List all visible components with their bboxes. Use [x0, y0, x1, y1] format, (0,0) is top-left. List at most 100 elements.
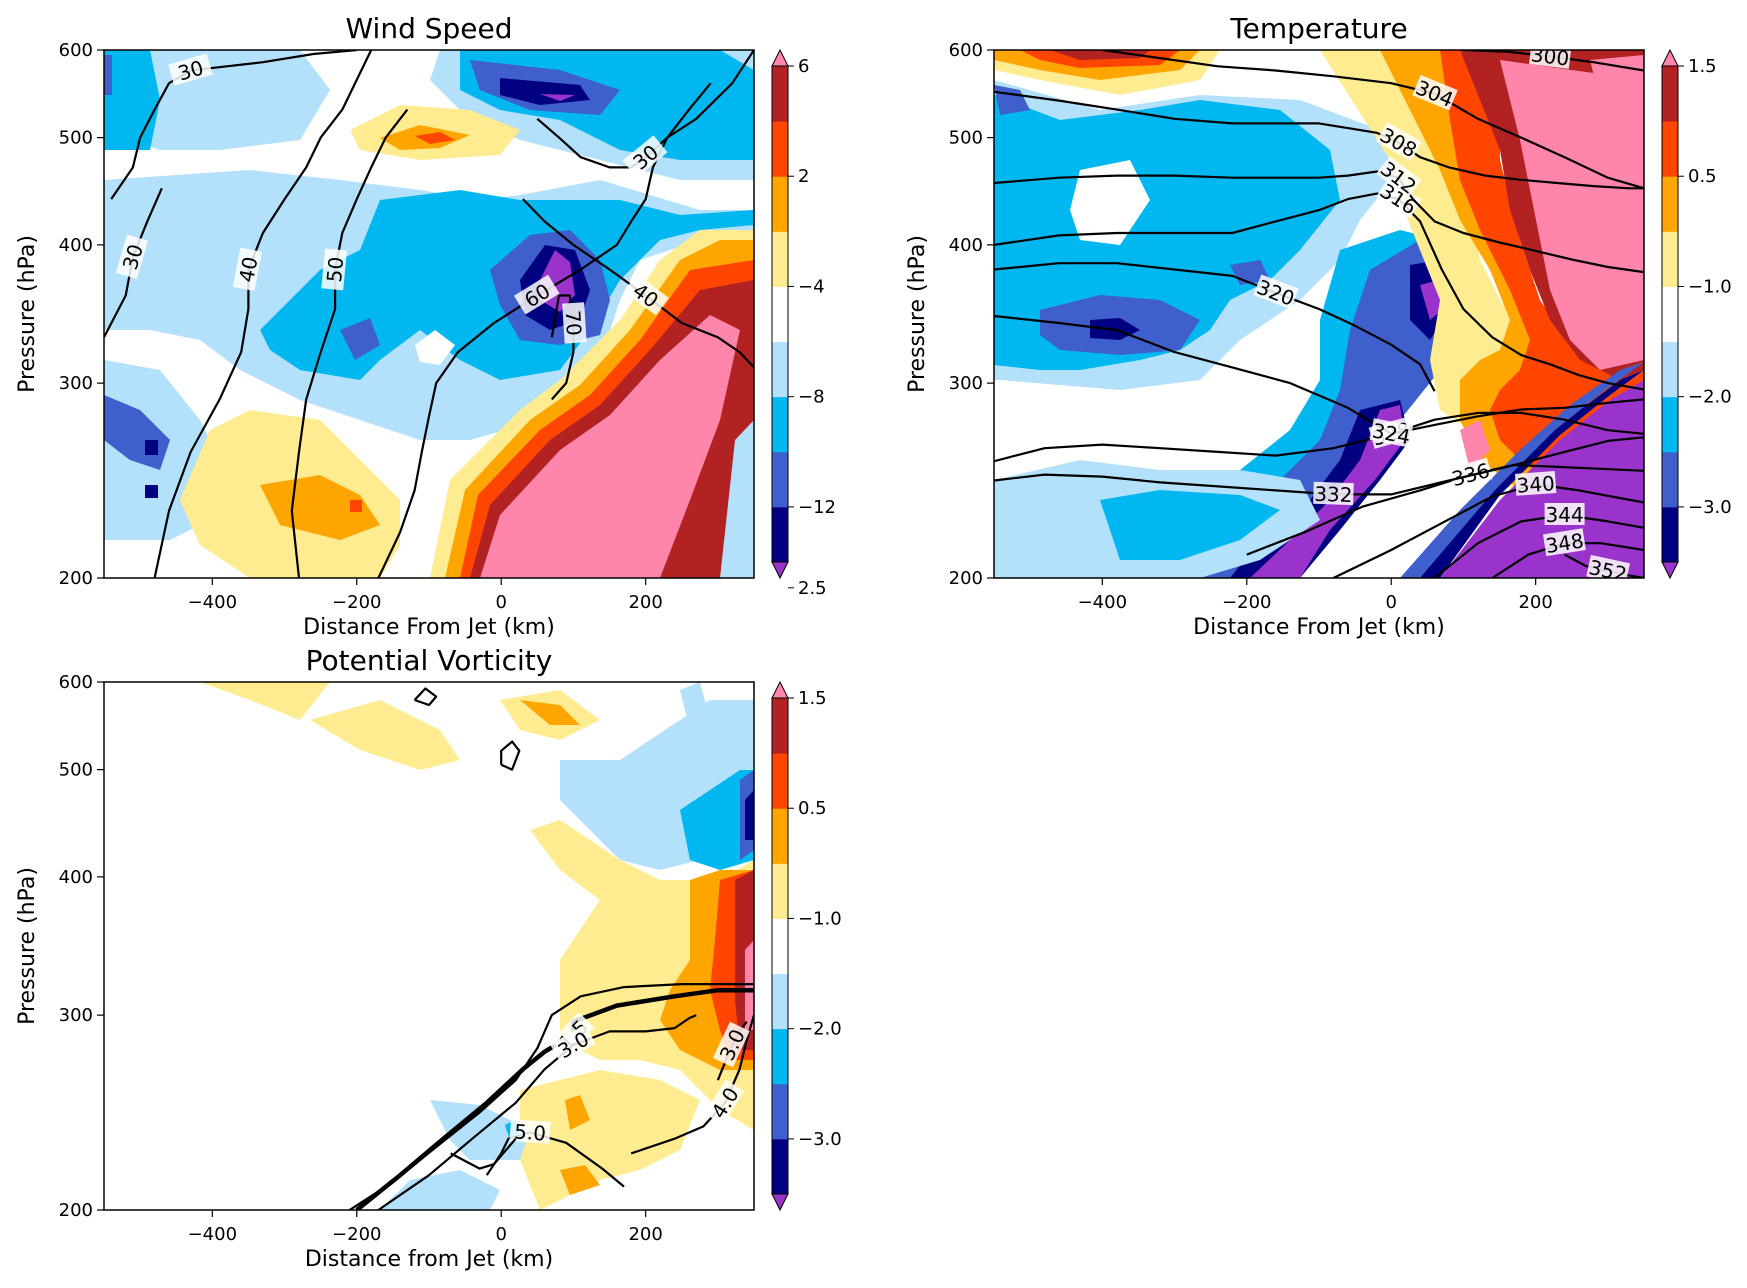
contour-label-bg	[1376, 122, 1422, 162]
wind-speed-ylabel: Pressure (hPa)	[15, 235, 40, 393]
x-tick-label: −400	[188, 592, 237, 613]
colorbar-segment	[772, 506, 788, 563]
contour-label-text: 352	[1587, 555, 1629, 587]
contour-label-bg	[513, 274, 560, 315]
colorbar-segment	[772, 1028, 788, 1085]
y-tick-label: 600	[59, 40, 93, 61]
shade-right-blue	[680, 770, 754, 870]
contour-label-bg	[550, 1024, 596, 1064]
colorbar-tick-label: −1.0	[1688, 276, 1732, 297]
y-tick-label: 500	[59, 760, 93, 781]
shade-upper-light-blue	[104, 50, 330, 150]
contour-label-text: 332	[1314, 482, 1353, 507]
colorbar-tick-label: −12	[798, 497, 836, 518]
y-tick-label: 400	[59, 867, 93, 888]
shade-lower-purple	[1250, 405, 1405, 578]
contour-line	[1102, 50, 1644, 190]
contour-label-bg	[232, 247, 262, 292]
y-tick-label: 200	[949, 568, 983, 589]
contour-label: 40	[623, 273, 669, 316]
pv-frame	[103, 681, 755, 1211]
shade-top-peak	[540, 94, 575, 101]
x-tick-label: −200	[1222, 592, 1271, 613]
colorbar-tick-label: −3.0	[798, 1129, 842, 1150]
contour-label-bg	[1448, 457, 1493, 490]
wind-speed-panel: Wind Speed	[15, 12, 836, 640]
y-tick-label: 500	[59, 128, 93, 149]
contour-line	[413, 687, 438, 707]
contour-label-bg	[562, 302, 587, 344]
colorbar-extend-min	[771, 561, 789, 580]
colorbar-segment	[772, 698, 788, 754]
contour-label-text: 348	[1544, 528, 1585, 558]
colorbar-segment	[772, 231, 788, 287]
contour-label: 348	[1542, 528, 1586, 558]
contour-line	[994, 314, 1644, 435]
colorbar-extend-max	[771, 48, 789, 67]
contour-line	[994, 411, 1644, 463]
shade-upper-left-dark	[104, 55, 112, 95]
colorbar-segment	[1662, 396, 1678, 453]
shade-left-low-core	[145, 440, 158, 455]
contour-label-bg	[704, 1079, 745, 1126]
colorbar-tick-label: −1.0	[798, 908, 842, 929]
shade-mid-left-dark	[340, 318, 380, 360]
colorbar-segment	[1662, 176, 1678, 232]
colorbar-segment	[772, 176, 788, 232]
contour-label-text: 344	[1546, 503, 1584, 527]
x-tick-label: −200	[332, 592, 381, 613]
contour-label: 30	[168, 53, 213, 86]
contour-label: 340	[1514, 471, 1557, 498]
x-tick-label: −400	[188, 1224, 237, 1245]
colorbar-segment	[772, 451, 788, 508]
shade-jet-pink	[480, 315, 740, 578]
contour-label-bg	[1412, 74, 1458, 111]
contour-line	[500, 740, 521, 771]
shade-mid-white	[415, 330, 455, 365]
colorbar-tick-label: 2	[798, 166, 809, 187]
colorbar-tick-label: 6	[798, 56, 809, 77]
colorbar-segment	[772, 863, 788, 919]
contour-label: 344	[1544, 503, 1585, 527]
colorbar-tick-label: −8	[798, 387, 825, 408]
colorbar-frame	[771, 697, 789, 1195]
colorbar-tick-label: −3.0	[1688, 497, 1732, 518]
shade-left-low-core2	[145, 485, 158, 498]
shade-bottom-light-blue	[380, 1170, 500, 1210]
temperature-colorbar: −3.0−2.0−1.00.51.52.5	[1661, 48, 1732, 580]
contour-line	[349, 983, 754, 1210]
colorbar-frame	[1661, 65, 1679, 563]
wind-speed-xlabel: Distance From Jet (km)	[303, 615, 555, 640]
shade-right-edge-light	[720, 420, 754, 578]
shade-right-light-top	[680, 682, 710, 730]
contour-label-bg	[1514, 471, 1557, 496]
temperature-xlabel: Distance From Jet (km)	[1193, 615, 1445, 640]
wind-speed-colorbar: −12−8−42610	[771, 48, 836, 580]
contour-label: 332	[1313, 481, 1354, 507]
colorbar-tick-label: −4	[798, 276, 825, 297]
temperature-axes: −400 −200 0 200 200 300 400 500 600	[949, 40, 1553, 613]
x-tick-label: 0	[1385, 592, 1396, 613]
colorbar-tick-label: −2.0	[798, 1019, 842, 1040]
shade-top-yellow	[200, 682, 330, 720]
contour-label-text: 300	[1530, 42, 1571, 70]
shade-top-orange	[520, 700, 580, 725]
y-tick-label: 500	[949, 128, 983, 149]
contour-line	[1433, 513, 1644, 578]
contour-label-bg	[1544, 503, 1585, 525]
contour-label: 70	[561, 302, 587, 344]
colorbar-tick-label: 0.5	[1688, 166, 1717, 187]
temperature-ylabel: Pressure (hPa)	[905, 235, 930, 393]
x-tick-label: 200	[1518, 592, 1552, 613]
y-tick-label: 600	[949, 40, 983, 61]
x-tick-label: −400	[1078, 592, 1127, 613]
pv-shading	[104, 682, 754, 1210]
contour-label-bg	[1369, 418, 1414, 448]
colorbar-segment	[1662, 451, 1678, 508]
colorbar-segment	[1662, 121, 1678, 177]
y-tick-label: 300	[59, 1005, 93, 1026]
contour-label-text: 50	[322, 256, 348, 284]
contour-label-bg	[1376, 156, 1422, 198]
colorbar-segment	[1662, 66, 1678, 122]
temperature-panel: Temperature	[905, 12, 1732, 640]
